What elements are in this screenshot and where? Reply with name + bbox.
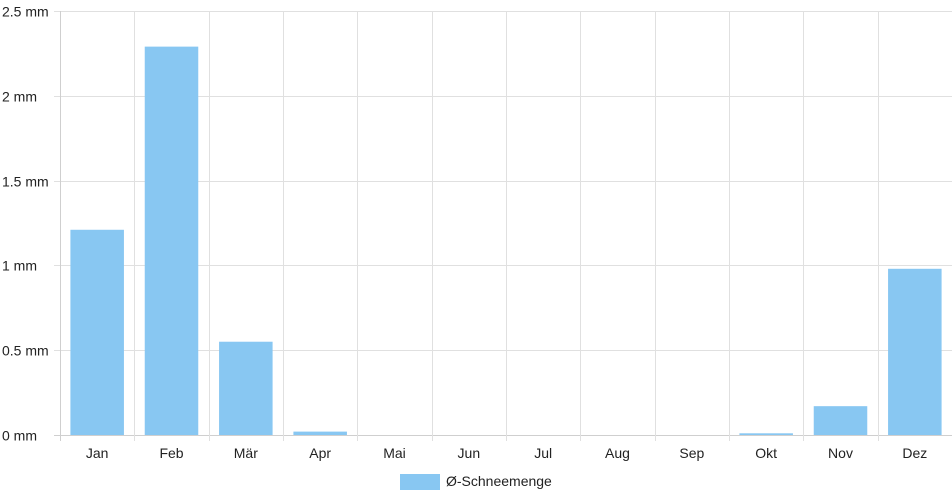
- x-tick-label: Jun: [458, 445, 481, 461]
- x-tick-label: Jan: [86, 445, 109, 461]
- x-tick-label: Aug: [605, 445, 630, 461]
- bar-mär[interactable]: [219, 341, 273, 435]
- y-tick-label: 1 mm: [2, 258, 37, 274]
- y-tick-label: 0.5 mm: [2, 343, 49, 359]
- legend-swatch[interactable]: [400, 474, 440, 490]
- bar-feb[interactable]: [144, 46, 199, 436]
- axis-layer: 0 mm 0.5 mm 1 mm 1.5 mm 2 mm 2.5 mm Jan Feb Mär A…: [2, 4, 927, 462]
- bar-apr[interactable]: [293, 431, 347, 435]
- x-tick-label: Mai: [383, 445, 406, 461]
- x-tick-label: Nov: [828, 445, 853, 461]
- bar-dez[interactable]: [888, 268, 942, 435]
- bar-okt[interactable]: [739, 433, 793, 435]
- bars-layer: [70, 46, 942, 436]
- y-tick-label: 2.5 mm: [2, 4, 49, 20]
- x-tick-label: Sep: [679, 445, 704, 461]
- x-tick-label: Jul: [534, 445, 552, 461]
- legend-label[interactable]: Ø-Schneemenge: [446, 473, 552, 489]
- legend[interactable]: Ø-Schneemenge: [400, 473, 552, 490]
- x-tick-label: Okt: [755, 445, 777, 461]
- y-tick-label: 2 mm: [2, 89, 37, 105]
- y-tick-label: 1.5 mm: [2, 174, 49, 190]
- x-tick-label: Mär: [234, 445, 258, 461]
- bar-jan[interactable]: [70, 229, 124, 435]
- grid-layer: [54, 11, 952, 441]
- x-tick-label: Feb: [159, 445, 183, 461]
- x-tick-label: Dez: [902, 445, 927, 461]
- y-tick-label: 0 mm: [2, 428, 37, 444]
- bar-nov[interactable]: [813, 406, 868, 435]
- x-tick-label: Apr: [309, 445, 331, 461]
